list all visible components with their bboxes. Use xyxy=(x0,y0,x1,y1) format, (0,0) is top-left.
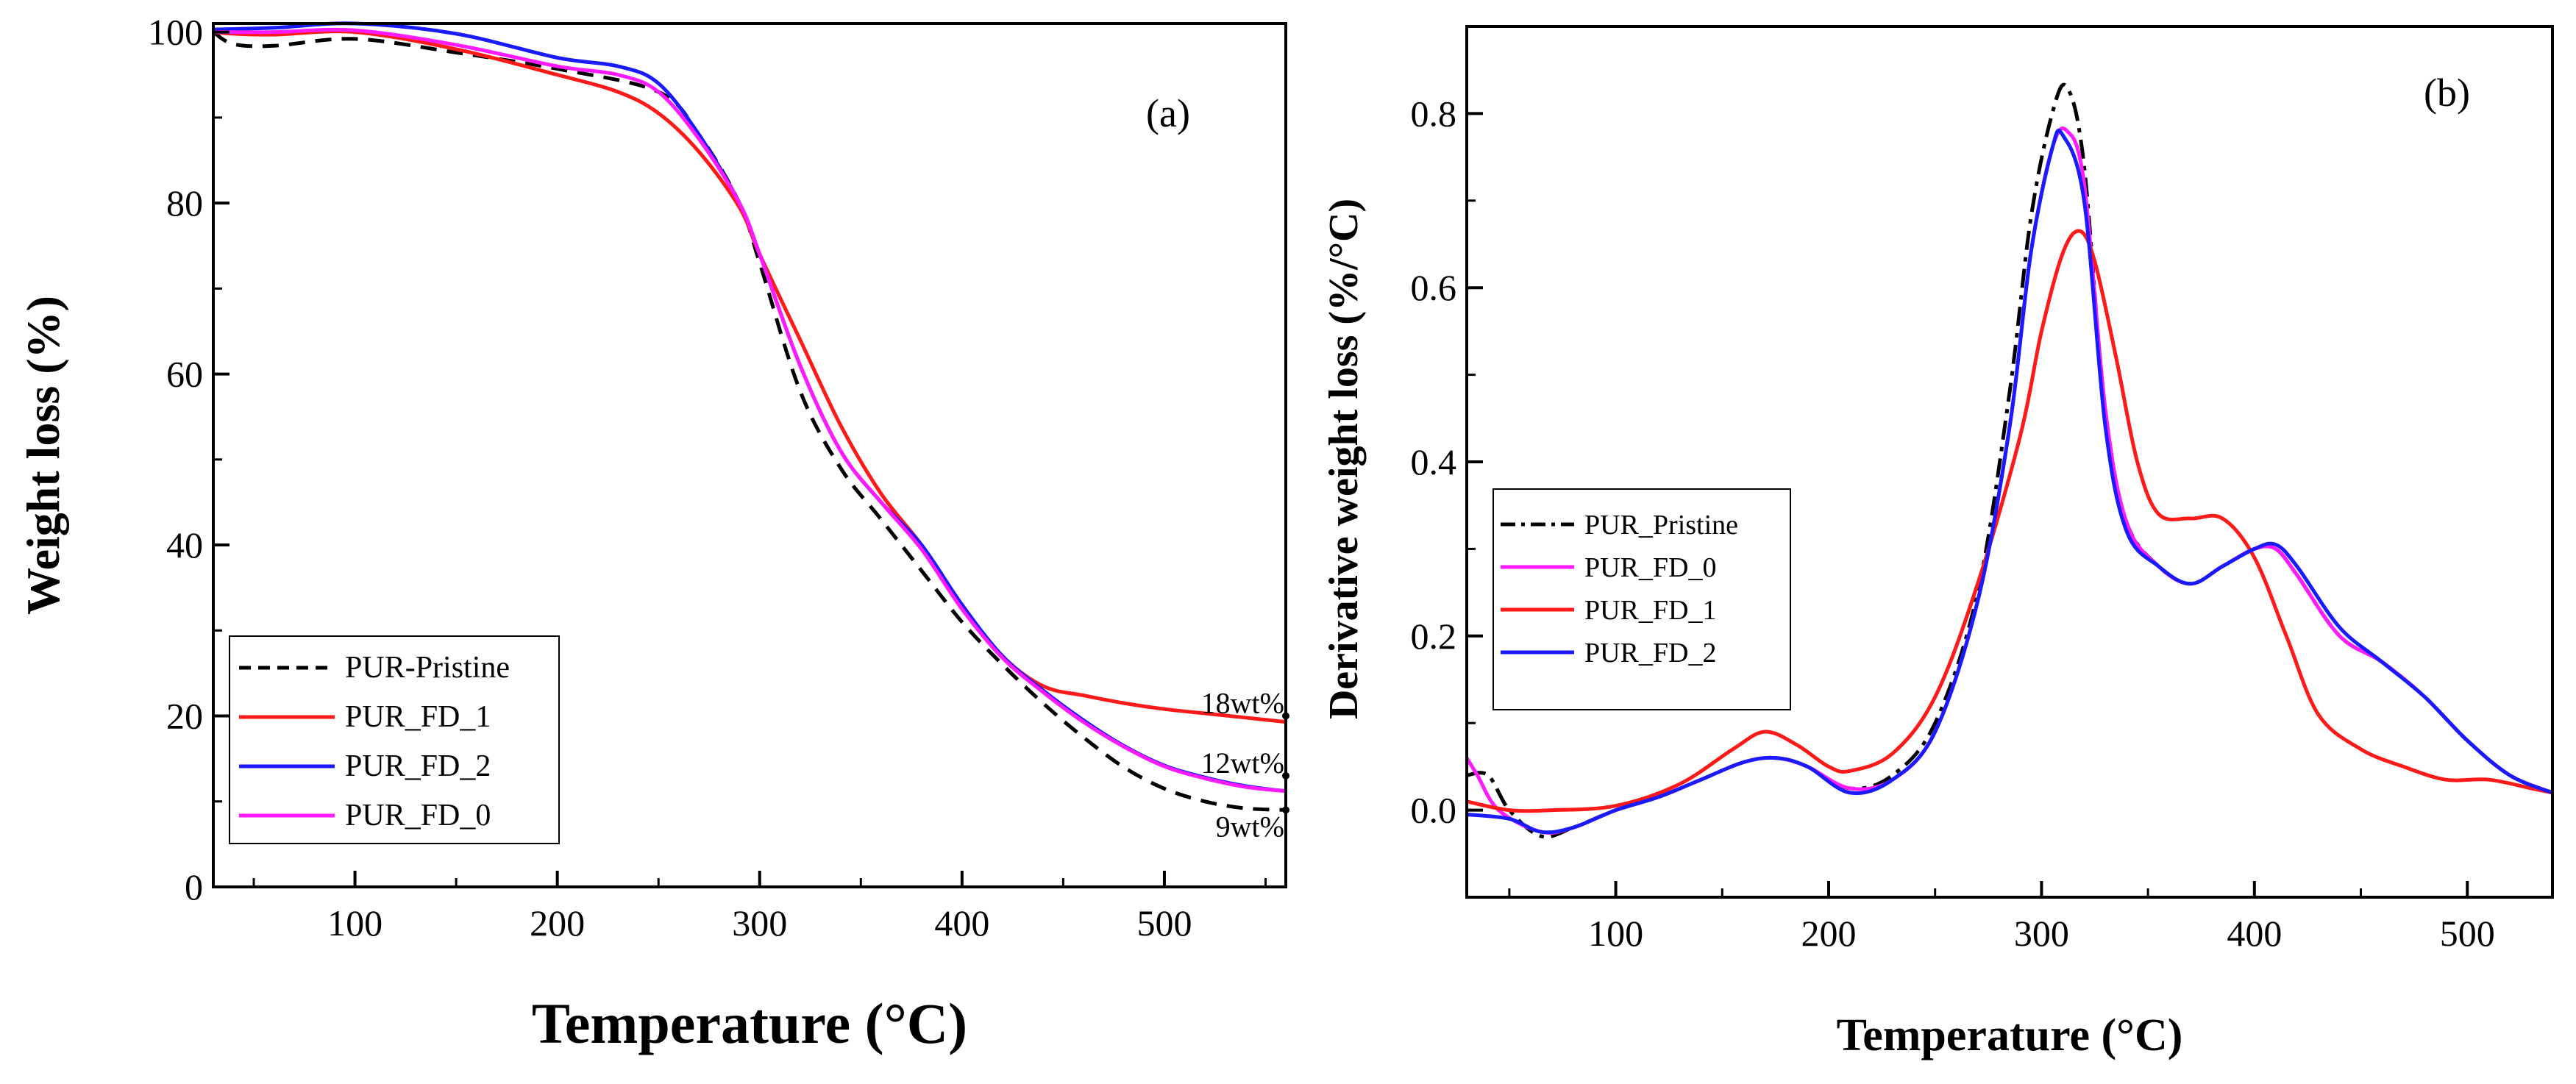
b-series-line-pur-fd-2 xyxy=(1466,128,2553,835)
b-x-tick-label: 100 xyxy=(1588,913,1643,954)
b-series-line-pur-fd-1 xyxy=(1466,229,2553,813)
panel-a-legend: PUR-Pristine PUR_FD_1 PUR_FD_2 PUR_FD_0 xyxy=(229,635,560,844)
b-y-tick-label: 0.8 xyxy=(1411,93,1457,134)
panel-b-plot-frame xyxy=(1465,25,2554,899)
b-x-tick-label: 200 xyxy=(1801,913,1857,954)
b-series-line-pur-pristine xyxy=(1466,82,2553,839)
a-x-tick-label: 100 xyxy=(327,902,383,944)
panel-b-series-group xyxy=(1465,82,2553,839)
panel-a-x-axis-title: Temperature (°C) xyxy=(532,991,967,1055)
a-y-tick-label: 80 xyxy=(166,182,203,224)
a-y-tick-label: 100 xyxy=(148,12,203,53)
b-x-tick-label: 400 xyxy=(2227,913,2282,954)
a-x-tick-label: 400 xyxy=(934,902,989,944)
b-legend-entry: PUR_FD_1 xyxy=(1584,595,1717,626)
b-legend-entry: PUR_FD_2 xyxy=(1584,638,1717,668)
b-legend-entry: PUR_FD_0 xyxy=(1584,552,1717,583)
a-legend-entry: PUR_FD_2 xyxy=(345,749,491,783)
panel-b-legend: PUR_Pristine PUR_FD_0 PUR_FD_1 PUR_FD_2 xyxy=(1492,488,1791,710)
a-annotation-marker xyxy=(1282,712,1289,720)
panel-b-x-axis-title: Temperature (°C) xyxy=(1837,1010,2183,1060)
panel-a-series-group xyxy=(212,21,1287,812)
a-x-tick-label: 200 xyxy=(530,902,585,944)
a-annotation: 9wt% xyxy=(1216,810,1284,843)
a-legend-entry: PUR-Pristine xyxy=(345,651,510,685)
b-y-tick-label: 0.6 xyxy=(1411,267,1457,308)
panel-a-plot-frame xyxy=(212,22,1287,888)
a-x-tick-label: 500 xyxy=(1136,902,1192,944)
b-y-tick-label: 0.0 xyxy=(1411,790,1457,831)
a-y-tick-label: 60 xyxy=(166,354,203,395)
panel-a-label: (a) xyxy=(1146,91,1190,135)
a-annotation-marker xyxy=(1282,771,1289,780)
a-annotation: 18wt% xyxy=(1201,687,1284,720)
panel-b-y-axis-title: Derivative weight loss (%/°C) xyxy=(1321,199,1367,719)
panel-a-legend-box xyxy=(229,635,560,844)
a-annotation: 12wt% xyxy=(1201,746,1284,780)
panel-b: 100 200 300 400 500 0.0 0.2 0.4 0.6 0.8 (b) Tempe… xyxy=(1321,25,2554,1060)
a-legend-entry: PUR_FD_0 xyxy=(345,799,491,832)
a-series-line-pur-pristine xyxy=(212,30,1287,812)
panel-a-y-axis-title: Weight loss (%) xyxy=(17,296,69,615)
a-annotation-marker xyxy=(1282,806,1289,814)
a-y-tick-label: 40 xyxy=(166,524,203,566)
b-legend-entry: PUR_Pristine xyxy=(1584,510,1738,541)
b-x-tick-label: 300 xyxy=(2014,913,2069,954)
panel-a: 100 200 300 400 500 0 20 40 60 80 100 (a) Temperat… xyxy=(17,12,1289,1055)
b-x-tick-label: 500 xyxy=(2440,913,2495,954)
a-series-line-pur-fd-1 xyxy=(213,29,1287,724)
b-y-tick-label: 0.4 xyxy=(1411,441,1457,482)
a-y-tick-label: 20 xyxy=(166,696,203,737)
a-y-tick-label: 0 xyxy=(185,866,203,908)
a-legend-entry: PUR_FD_1 xyxy=(345,700,491,734)
b-y-tick-label: 0.2 xyxy=(1411,616,1457,657)
a-series-line-pur-fd-0 xyxy=(213,27,1287,794)
a-x-tick-label: 300 xyxy=(732,902,787,944)
panel-b-label: (b) xyxy=(2424,71,2470,115)
